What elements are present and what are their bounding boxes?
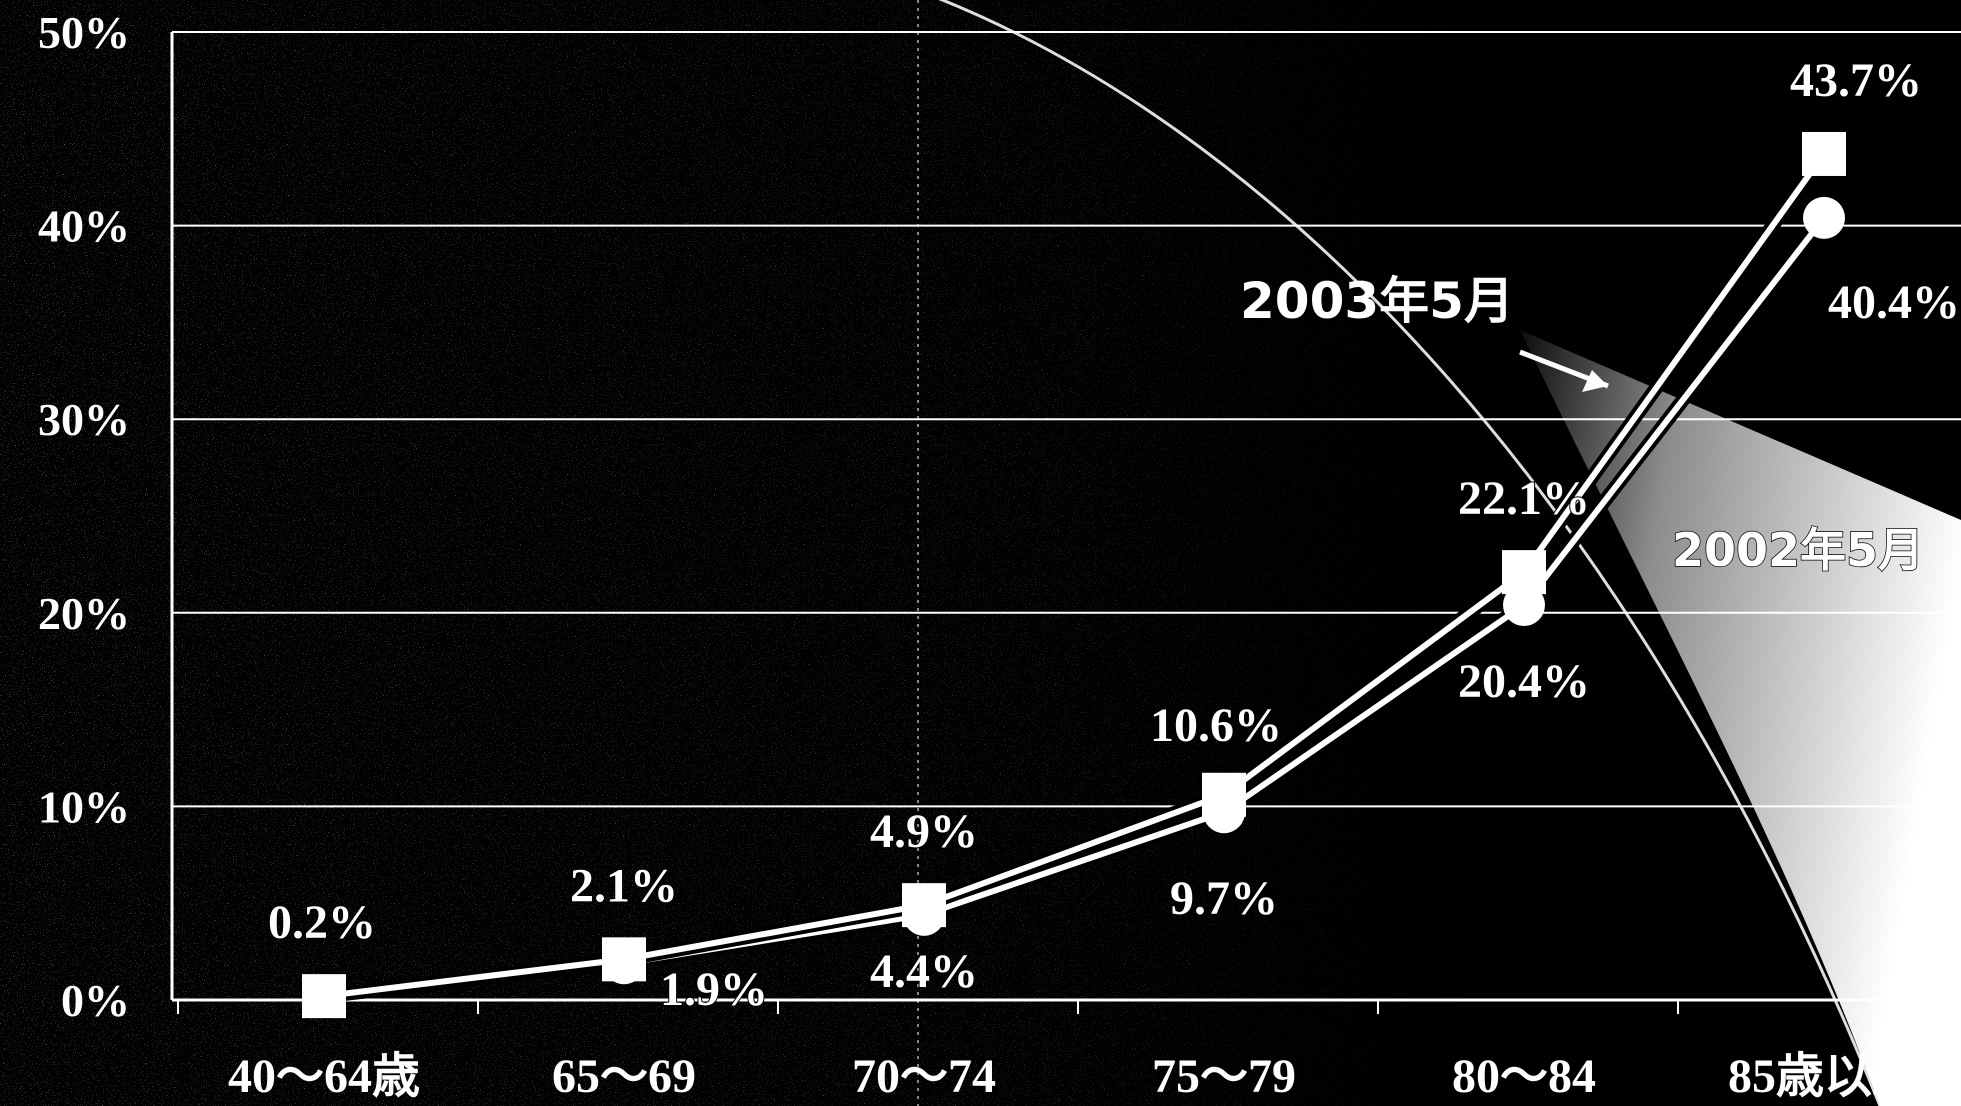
y-tick-label: 50% <box>38 7 130 58</box>
y-tick-label: 10% <box>38 781 130 832</box>
data-label: 40.4% <box>1828 276 1960 329</box>
data-point-square <box>602 937 646 982</box>
series-line <box>323 152 1827 1000</box>
data-point-square <box>1202 772 1246 817</box>
data-label: 10.6% <box>1150 699 1282 752</box>
data-point-square <box>302 974 346 1019</box>
data-point-circle <box>1503 584 1545 627</box>
data-point-square <box>902 883 946 928</box>
series-label-2003-arrowhead <box>1582 370 1608 392</box>
y-tick-label: 40% <box>38 201 130 252</box>
data-point-square <box>1802 131 1846 176</box>
highlight-wedge <box>1520 330 1961 1106</box>
series-label-2003: 2003年5月 <box>1240 272 1514 330</box>
x-tick-label: 70～74 <box>852 1050 996 1103</box>
y-tick-label: 0% <box>61 975 130 1026</box>
x-tick-label: 85歳以上 <box>1728 1050 1920 1103</box>
data-point-square <box>1502 550 1546 595</box>
y-tick-label: 20% <box>38 588 130 639</box>
data-label: 4.9% <box>870 805 978 858</box>
x-tick-label: 80～84 <box>1452 1050 1596 1103</box>
x-tick-label: 75～79 <box>1152 1050 1296 1103</box>
data-label: 22.1% <box>1458 472 1590 525</box>
data-label: 9.7% <box>1170 872 1278 925</box>
data-label: 0.2% <box>268 896 376 949</box>
y-tick-label: 30% <box>38 394 130 445</box>
x-tick-label: 65～69 <box>552 1050 696 1103</box>
data-point-circle <box>1803 196 1845 239</box>
data-label: 20.4% <box>1458 655 1590 708</box>
decorative-arc <box>938 0 1882 1106</box>
data-label: 2.1% <box>570 859 678 912</box>
data-label: 43.7% <box>1790 54 1922 107</box>
series-label-2002: 2002年5月 <box>1672 523 1924 577</box>
data-label: 4.4% <box>870 945 978 998</box>
data-label: 1.9% <box>660 963 768 1016</box>
x-tick-label: 40～64歳 <box>228 1050 420 1103</box>
